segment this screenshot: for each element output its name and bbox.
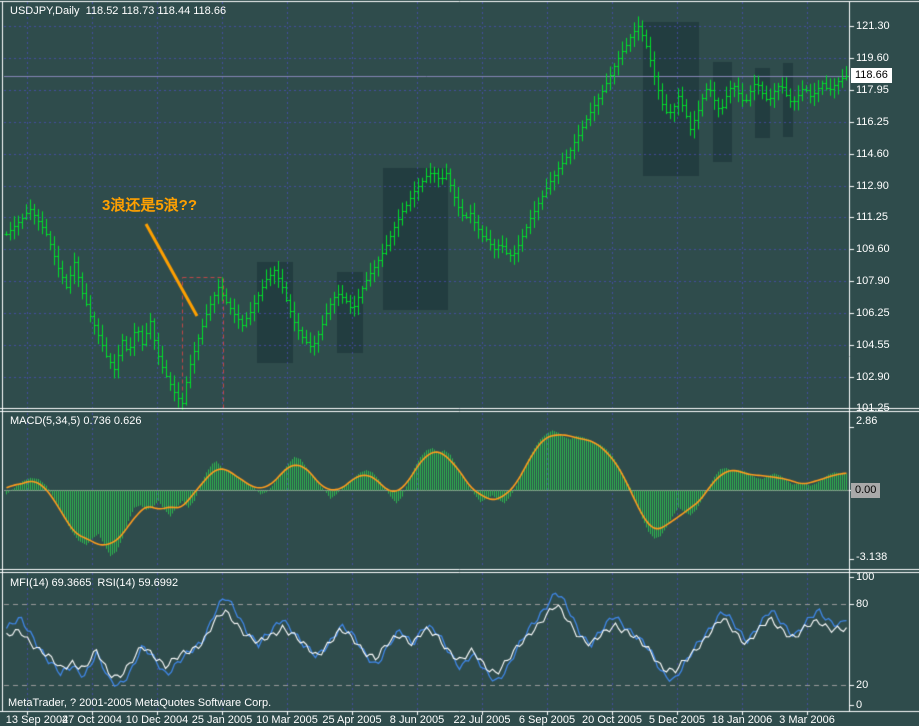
wave-annotation-text[interactable]: 3浪还是5浪?? xyxy=(102,197,198,214)
macd-indicator-title: MACD(5,34,5) 0.736 0.626 xyxy=(10,415,142,427)
mfi-axis-label: 20 xyxy=(856,679,869,692)
mfi-axis-label: 80 xyxy=(856,598,869,611)
date-axis-label: 3 Mar 2006 xyxy=(779,714,835,726)
date-axis-label: 22 Jul 2005 xyxy=(453,714,511,726)
macd-zero-tag: 0.00 xyxy=(851,483,881,498)
price-axis-label: 121.30 xyxy=(856,20,890,32)
price-axis-label: 114.60 xyxy=(856,147,889,160)
date-axis-label: 8 Jun 2005 xyxy=(389,714,445,726)
date-axis-label: 13 Sep 2004 xyxy=(5,714,69,726)
mfi-rsi-indicator-title: MFI(14) 69.3665 RSI(14) 59.6992 xyxy=(10,577,179,589)
date-axis-label: 10 Mar 2005 xyxy=(256,714,318,726)
date-axis-label: 27 Oct 2004 xyxy=(62,714,122,726)
price-axis-label: 112.90 xyxy=(856,180,889,193)
date-axis-label: 5 Dec 2005 xyxy=(648,714,706,726)
copyright-text: MetaTrader, ? 2001-2005 MetaQuotes Softw… xyxy=(8,697,272,709)
date-axis-label: 6 Sep 2005 xyxy=(518,714,576,726)
current-price-tag: 118.66 xyxy=(851,68,892,83)
date-axis-label: 25 Apr 2005 xyxy=(322,714,382,726)
price-axis-label: 111.25 xyxy=(856,211,889,224)
mfi-axis-label: 100 xyxy=(856,571,875,584)
price-axis-label: 117.95 xyxy=(856,83,889,96)
price-axis-label: 107.90 xyxy=(856,275,890,288)
price-axis-label: 106.25 xyxy=(856,306,890,319)
date-axis-label: 25 Jan 2005 xyxy=(191,714,253,726)
macd-axis-label: 2.86 xyxy=(856,415,878,427)
mfi-axis-label: 0 xyxy=(856,699,863,711)
price-axis-label: 102.90 xyxy=(856,370,890,383)
price-axis-label: 104.55 xyxy=(856,339,890,352)
date-axis-label: 18 Jan 2006 xyxy=(711,714,773,726)
price-axis-label: 119.60 xyxy=(856,52,889,65)
date-axis-label: 10 Dec 2004 xyxy=(125,714,189,726)
price-axis-label: 116.25 xyxy=(856,116,889,129)
price-axis-label: 101.25 xyxy=(856,401,890,414)
macd-axis-label: -3.138 xyxy=(856,551,888,563)
symbol-title: USDJPY,Daily 118.52 118.73 118.44 118.66 xyxy=(10,5,227,17)
date-axis-label: 20 Oct 2005 xyxy=(582,714,642,726)
price-axis-label: 109.60 xyxy=(856,242,890,255)
